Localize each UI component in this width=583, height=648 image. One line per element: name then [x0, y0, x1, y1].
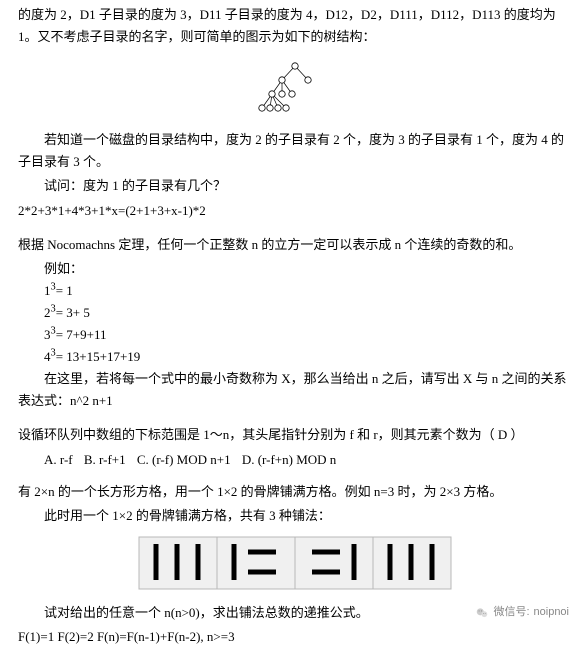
option-b: B. r-f+1: [84, 452, 126, 467]
tiling-paragraph-1: 有 2×n 的一个长方形方格，用一个 1×2 的骨牌铺满方格。例如 n=3 时，…: [18, 481, 571, 503]
intro-paragraph-2: 若知道一个磁盘的目录结构中，度为 2 的子目录有 2 个，度为 3 的子目录有 …: [18, 129, 571, 173]
tiling-paragraph-2: 此时用一个 1×2 的骨牌铺满方格，共有 3 种铺法：: [18, 505, 571, 527]
option-a: A. r-f: [44, 452, 73, 467]
noco-eq-1: 13= 1: [44, 280, 571, 302]
footer-handle: noipnoi: [534, 603, 569, 622]
tiling-diagram: [18, 529, 571, 602]
noco-eq-4: 43= 13+15+17+19: [44, 346, 571, 368]
intro-question: 试问：度为 1 的子目录有几个？: [18, 175, 571, 197]
tree-diagram: [18, 50, 571, 129]
noco-theorem: 根据 Nocomachns 定理，任何一个正整数 n 的立方一定可以表示成 n …: [18, 234, 571, 256]
queue-options: A. r-f B. r-f+1 C. (r-f) MOD n+1 D. (r-f…: [44, 449, 571, 471]
option-d: D. (r-f+n) MOD n: [242, 452, 336, 467]
footer-label: 微信号:: [493, 603, 529, 622]
noco-eq-2: 23= 3+ 5: [44, 302, 571, 324]
intro-equation: 2*2+3*1+4*3+1*x=(2+1+3+x-1)*2: [18, 200, 571, 222]
noco-eq-3: 33= 7+9+11: [44, 324, 571, 346]
option-c: C. (r-f) MOD n+1: [137, 452, 231, 467]
wechat-icon: [475, 606, 489, 620]
noco-example-label: 例如：: [44, 258, 571, 280]
queue-question: 设循环队列中数组的下标范围是 1～n，其头尾指针分别为 f 和 r，则其元素个数…: [18, 424, 571, 446]
noco-question: 在这里，若将每一个式中的最小奇数称为 X，那么当给出 n 之后，请写出 X 与 …: [18, 368, 571, 412]
wechat-footer: 微信号: noipnoi: [475, 603, 569, 622]
intro-paragraph-1: 的度为 2，D1 子目录的度为 3，D11 子目录的度为 4，D12，D2，D1…: [18, 4, 571, 48]
tiling-answer: F(1)=1 F(2)=2 F(n)=F(n-1)+F(n-2), n>=3: [18, 626, 571, 648]
